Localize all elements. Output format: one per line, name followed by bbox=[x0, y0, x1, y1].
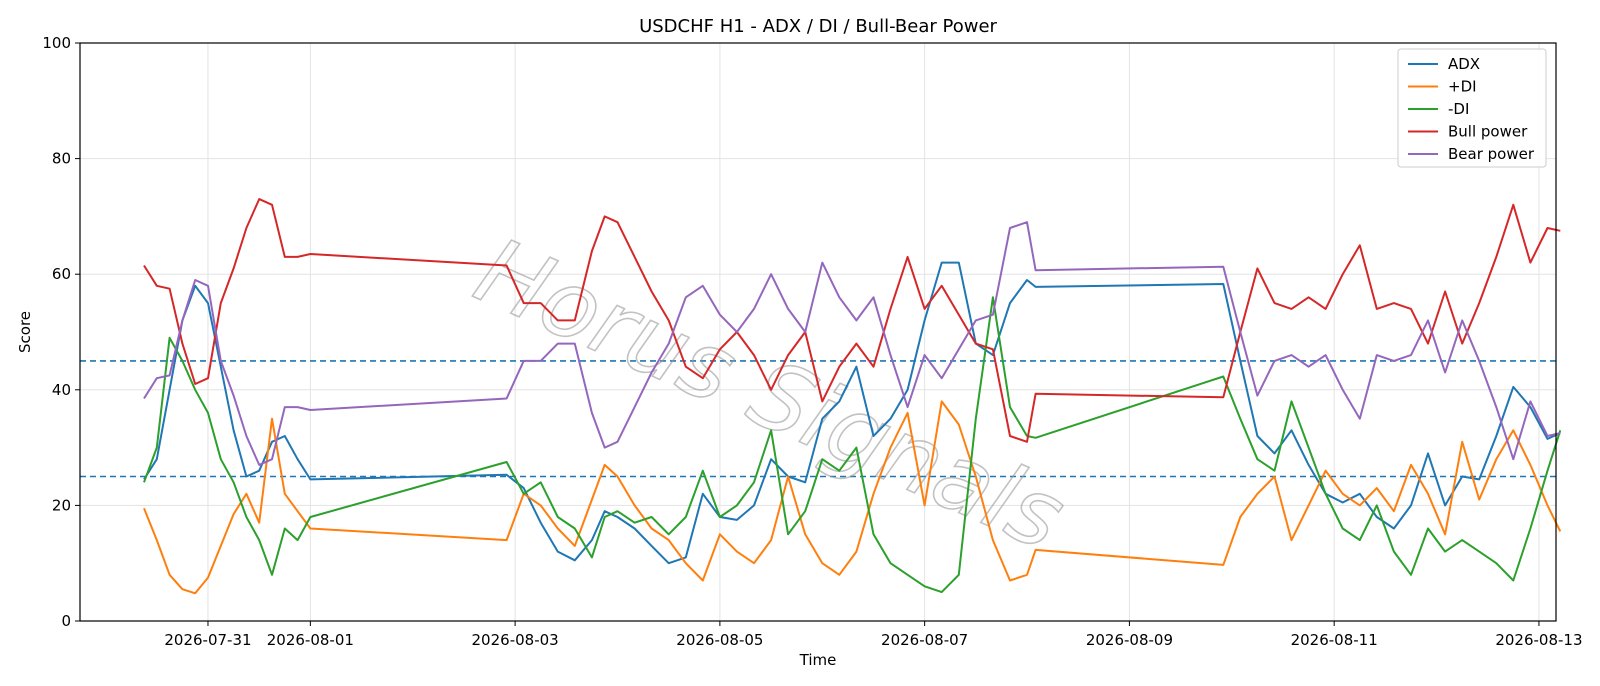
x-tick-label: 2026-07-31 bbox=[164, 631, 251, 649]
x-tick-label: 2026-08-07 bbox=[881, 631, 968, 649]
series-line-di bbox=[143, 400, 1562, 595]
y-tick-label: 20 bbox=[52, 496, 71, 514]
x-tick-label: 2026-08-13 bbox=[1495, 631, 1582, 649]
legend-label: Bull power bbox=[1448, 123, 1528, 141]
legend-label: ADX bbox=[1448, 55, 1480, 73]
x-tick-label: 2026-08-03 bbox=[472, 631, 559, 649]
legend-label: +DI bbox=[1448, 78, 1477, 96]
chart-title: USDCHF H1 - ADX / DI / Bull-Bear Power bbox=[639, 16, 997, 37]
axis-ticks: 0 20 40 60 80 100 2026-07-31 2026-08-01 2026-08-… bbox=[42, 34, 1582, 649]
y-tick-label: 40 bbox=[52, 381, 71, 399]
legend-label: Bear power bbox=[1448, 145, 1535, 163]
y-tick-label: 80 bbox=[52, 150, 71, 168]
series-line-di bbox=[143, 296, 1562, 594]
reference-lines bbox=[80, 360, 1556, 478]
series-line-bull-power bbox=[143, 198, 1561, 443]
legend-label: -DI bbox=[1448, 100, 1469, 118]
y-tick-label: 60 bbox=[52, 265, 71, 283]
series-line-bear-power bbox=[143, 221, 1561, 466]
series-lines bbox=[143, 198, 1562, 595]
legend-box bbox=[1397, 48, 1547, 168]
x-tick-label: 2026-08-01 bbox=[267, 631, 354, 649]
legend: ADX +DI -DI Bull power Bear power bbox=[1397, 48, 1547, 168]
x-axis-title: Time bbox=[799, 651, 837, 669]
y-axis-title: Score bbox=[16, 311, 34, 353]
y-tick-label: 100 bbox=[42, 34, 71, 52]
x-tick-label: 2026-08-05 bbox=[676, 631, 763, 649]
x-tick-label: 2026-08-09 bbox=[1086, 631, 1173, 649]
plot-area-frame bbox=[79, 42, 1557, 622]
x-tick-label: 2026-08-11 bbox=[1291, 631, 1378, 649]
y-tick-label: 0 bbox=[61, 612, 71, 630]
